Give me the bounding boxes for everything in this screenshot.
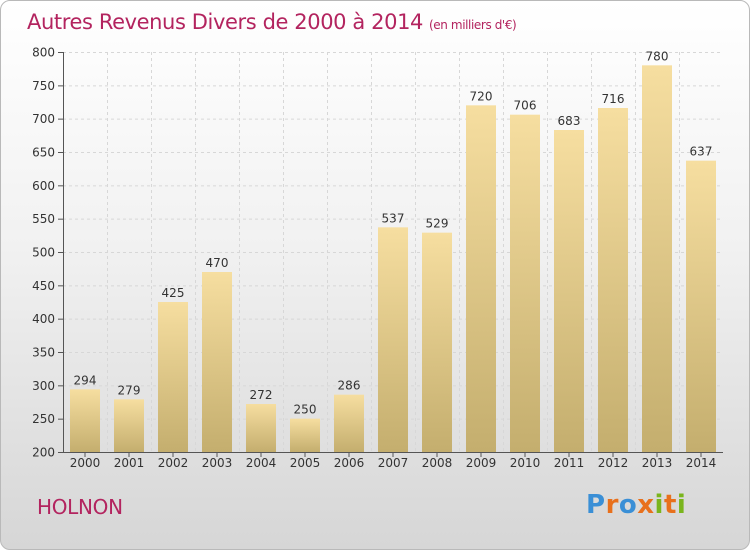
brand-letter: i — [676, 490, 687, 520]
y-tick-label: 700 — [32, 112, 55, 126]
y-tick-label: 300 — [32, 379, 55, 393]
bars — [70, 65, 716, 453]
x-tick-label: 2004 — [246, 456, 277, 470]
bar-2004 — [246, 404, 276, 452]
y-tick-label: 400 — [32, 312, 55, 326]
y-tick-label: 350 — [32, 346, 55, 360]
x-tick-label: 2011 — [554, 456, 585, 470]
x-tick-label: 2009 — [466, 456, 497, 470]
x-tick-label: 2014 — [686, 456, 717, 470]
bar-2008 — [422, 232, 452, 452]
data-label-2005: 250 — [294, 403, 317, 417]
data-label-2014: 637 — [690, 145, 713, 159]
data-label-2002: 425 — [162, 286, 185, 300]
x-tick-label: 2002 — [158, 456, 189, 470]
x-tick-label: 2000 — [70, 456, 101, 470]
data-label-2001: 279 — [118, 383, 141, 397]
data-label-2003: 470 — [206, 256, 229, 270]
y-tick-label: 750 — [32, 79, 55, 93]
bar-2003 — [202, 272, 232, 452]
y-tick-label: 600 — [32, 179, 55, 193]
chart-title-text: Autres Revenus Divers de 2000 à 2014 — [27, 10, 424, 34]
data-label-2009: 720 — [470, 89, 493, 103]
bar-2006 — [334, 394, 364, 452]
y-tick-label: 250 — [32, 412, 55, 426]
data-label-2011: 683 — [558, 114, 581, 128]
x-tick-label: 2007 — [378, 456, 409, 470]
brand-letter: i — [654, 490, 664, 520]
x-tick-label: 2012 — [598, 456, 629, 470]
data-label-2013: 780 — [646, 49, 669, 63]
data-label-2006: 286 — [338, 379, 361, 393]
x-tick-label: 2005 — [290, 456, 321, 470]
bar-2013 — [642, 65, 672, 452]
brand-letter: r — [605, 490, 619, 520]
data-label-2010: 706 — [514, 99, 537, 113]
brand-letter: P — [586, 490, 606, 520]
x-tick-label: 2010 — [510, 456, 541, 470]
x-tick-label: 2003 — [202, 456, 233, 470]
x-tick-label: 2013 — [642, 456, 673, 470]
commune-name: HOLNON — [37, 495, 123, 519]
bar-2011 — [554, 130, 584, 452]
data-label-2012: 716 — [602, 92, 625, 106]
bar-2009 — [466, 105, 496, 452]
y-tick-label: 800 — [32, 46, 55, 60]
brand-letter: t — [663, 490, 677, 520]
bar-2012 — [598, 108, 628, 452]
brand-letter: o — [618, 490, 638, 520]
axes: 200 250 300 350 400 450 500 550 600 650 700 750 800 2… — [32, 46, 723, 470]
bar-2000 — [70, 389, 100, 452]
y-tick-label: 500 — [32, 246, 55, 260]
y-tick-label: 650 — [32, 146, 55, 160]
data-label-2008: 529 — [426, 217, 449, 231]
data-label-2000: 294 — [74, 373, 97, 387]
data-label-2004: 272 — [250, 388, 273, 402]
x-tick-label: 2001 — [114, 456, 145, 470]
y-tick-label: 200 — [32, 446, 55, 460]
y-tick-label: 450 — [32, 279, 55, 293]
brand-letter: x — [637, 490, 655, 520]
proxiti-logo: Proxiti — [586, 490, 686, 520]
data-label-2007: 537 — [382, 211, 405, 225]
bar-2005 — [290, 418, 320, 452]
x-tick-label: 2008 — [422, 456, 453, 470]
data-labels: 294 279 425 470 272 250 286 537 529 720 706 683 716 7… — [74, 49, 713, 416]
x-tick-label: 2006 — [334, 456, 365, 470]
chart-title: Autres Revenus Divers de 2000 à 2014 (en … — [27, 10, 517, 34]
bar-2010 — [510, 114, 540, 453]
bar-2001 — [114, 399, 144, 452]
bar-2014 — [686, 160, 716, 452]
bar-2007 — [378, 227, 408, 452]
y-tick-label: 550 — [32, 212, 55, 226]
chart-subtitle: (en milliers d'€) — [429, 18, 517, 32]
bar-2002 — [158, 302, 188, 452]
